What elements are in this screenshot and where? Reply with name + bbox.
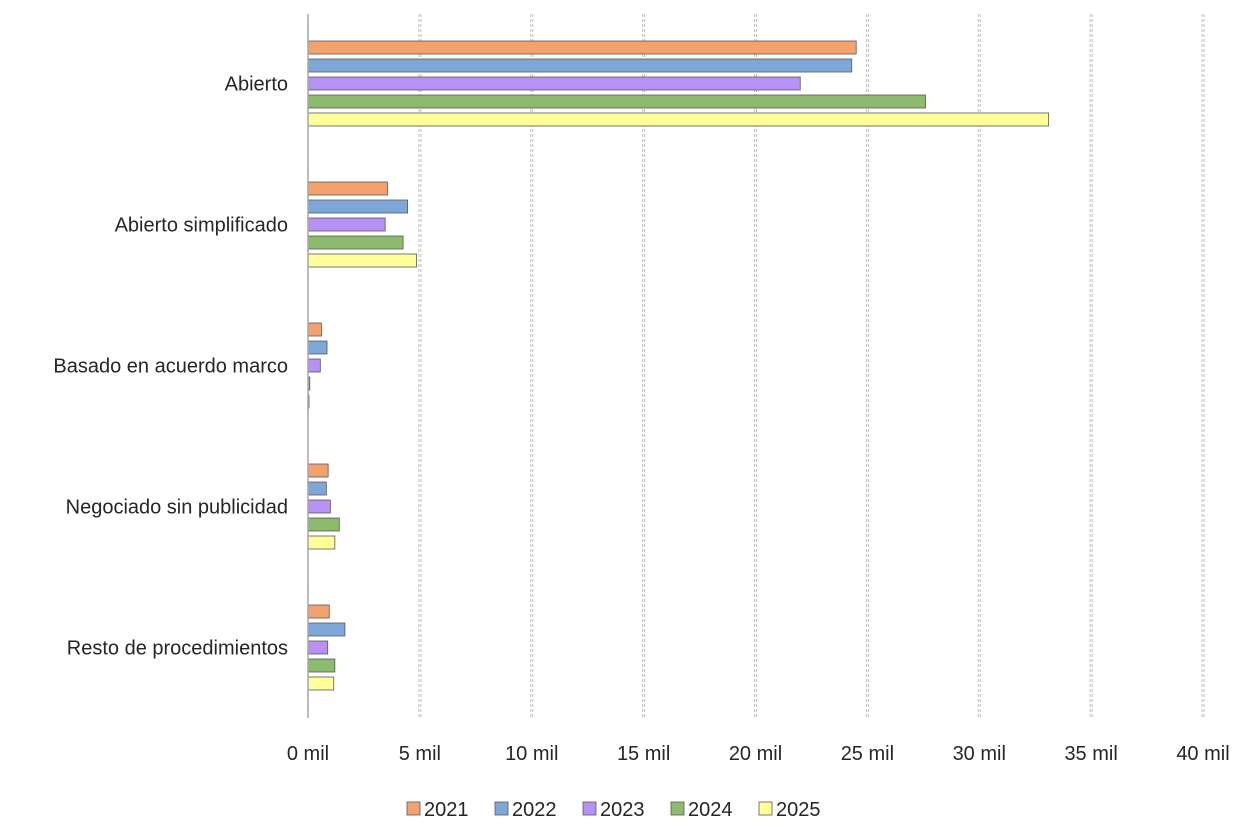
legend-label-2022: 2022 [512,799,557,821]
bar-2021-1 [307,181,388,196]
x-tick-label: 0 mil [287,743,329,765]
grid-lines [418,14,1205,718]
category-label: Basado en acuerdo marco [53,356,288,378]
legend-label-2024: 2024 [688,799,733,821]
bar-2022-0 [307,58,853,73]
bar-2021-2 [307,322,322,337]
legend-swatch-2023 [582,801,597,816]
category-label: Resto de procedimientos [67,638,288,660]
x-tick-label: 40 mil [1176,743,1229,765]
category-label: Abierto [225,74,288,96]
bar-2023-0 [307,76,801,91]
legend-swatch-2025 [758,801,773,816]
legend-swatch-2022 [494,801,509,816]
x-tick-label: 15 mil [617,743,670,765]
bar-2024-0 [307,94,926,109]
legend-swatch-2024 [670,801,685,816]
bar-2023-4 [307,640,329,655]
bars [307,40,1050,691]
legend-label-2023: 2023 [600,799,645,821]
x-tick-label: 25 mil [841,743,894,765]
bar-2024-1 [307,235,404,250]
bar-2025-4 [307,676,335,691]
bar-2022-4 [307,622,346,637]
x-tick-labels: 0 mil 5 mil 10 mil 15 mil 20 mil 25 mil 30 mil… [287,743,1230,765]
x-tick-label: 10 mil [505,743,558,765]
x-tick-label: 5 mil [399,743,441,765]
bar-2025-0 [307,112,1050,127]
legend: 2021 2022 2023 2024 2025 [406,799,821,821]
bar-2024-4 [307,658,336,673]
bar-2022-1 [307,199,408,214]
bar-2022-2 [307,340,328,355]
bar-2025-1 [307,253,417,268]
x-tick-label: 20 mil [729,743,782,765]
legend-label-2025: 2025 [776,799,821,821]
bar-2021-3 [307,463,329,478]
legend-label-2021: 2021 [424,799,469,821]
bar-2023-2 [307,358,321,373]
bar-2021-0 [307,40,857,55]
legend-swatch-2021 [406,801,421,816]
bar-2021-4 [307,604,330,619]
category-label: Abierto simplificado [115,215,288,237]
x-tick-label: 35 mil [1064,743,1117,765]
category-labels: Abierto Abierto simplificado Basado en acu… [53,74,288,660]
bar-2025-3 [307,535,336,550]
category-label: Negociado sin publicidad [66,497,288,519]
bar-2022-3 [307,481,327,496]
bar-2024-3 [307,517,340,532]
bar-2023-3 [307,499,331,514]
x-tick-label: 30 mil [953,743,1006,765]
bar-2023-1 [307,217,386,232]
